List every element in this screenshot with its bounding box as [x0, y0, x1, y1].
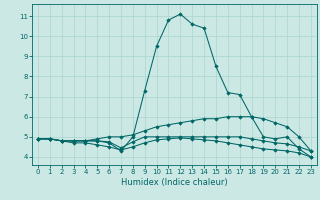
X-axis label: Humidex (Indice chaleur): Humidex (Indice chaleur)	[121, 178, 228, 187]
